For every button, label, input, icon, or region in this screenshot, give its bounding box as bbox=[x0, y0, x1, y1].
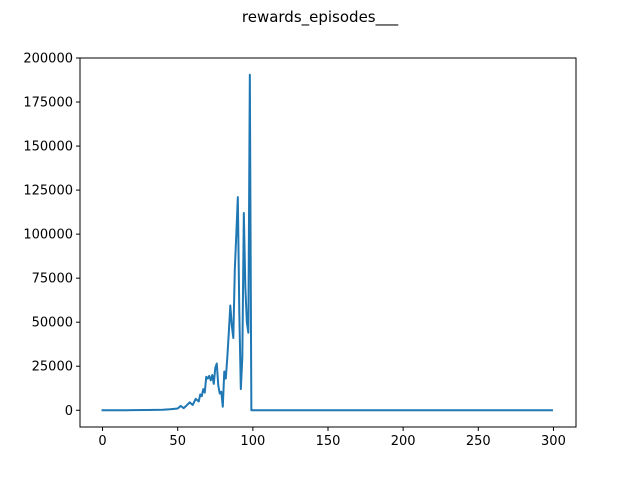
y-tick-label: 0 bbox=[65, 404, 73, 419]
x-tick-label: 100 bbox=[240, 434, 265, 449]
x-tick-label: 250 bbox=[466, 434, 491, 449]
x-tick-label: 300 bbox=[541, 434, 566, 449]
y-tick-label: 25000 bbox=[32, 360, 73, 375]
y-tick-label: 200000 bbox=[23, 52, 73, 67]
x-tick-label: 50 bbox=[169, 434, 186, 449]
y-tick-label: 50000 bbox=[32, 316, 73, 331]
x-tick-label: 150 bbox=[316, 434, 341, 449]
y-tick-label: 150000 bbox=[23, 140, 73, 155]
chart-title: rewards_episodes___ bbox=[242, 8, 399, 27]
x-tick-label: 0 bbox=[98, 434, 106, 449]
y-tick-label: 125000 bbox=[23, 184, 73, 199]
x-tick-label: 200 bbox=[391, 434, 416, 449]
y-tick-label: 100000 bbox=[23, 228, 73, 243]
series-line-0 bbox=[101, 73, 553, 412]
y-tick-label: 75000 bbox=[32, 272, 73, 287]
y-tick-label: 175000 bbox=[23, 96, 73, 111]
plot-area: 0 50 100 150 200 250 300 0 25000 50000 75000 100000… bbox=[23, 52, 577, 449]
